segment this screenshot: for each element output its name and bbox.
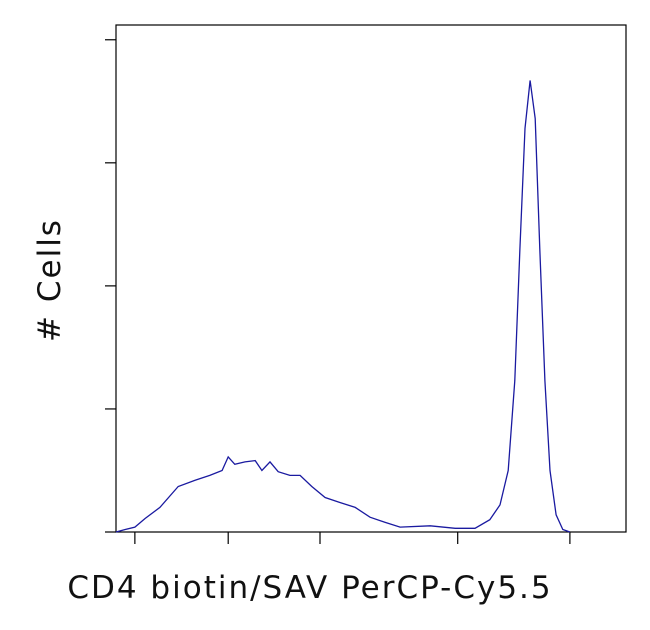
y-axis-label: # Cells bbox=[32, 218, 68, 342]
histogram-line bbox=[115, 80, 571, 533]
plot-frame bbox=[115, 24, 627, 533]
x-axis-label: CD4 biotin/SAV PerCP-Cy5.5 bbox=[67, 570, 552, 606]
